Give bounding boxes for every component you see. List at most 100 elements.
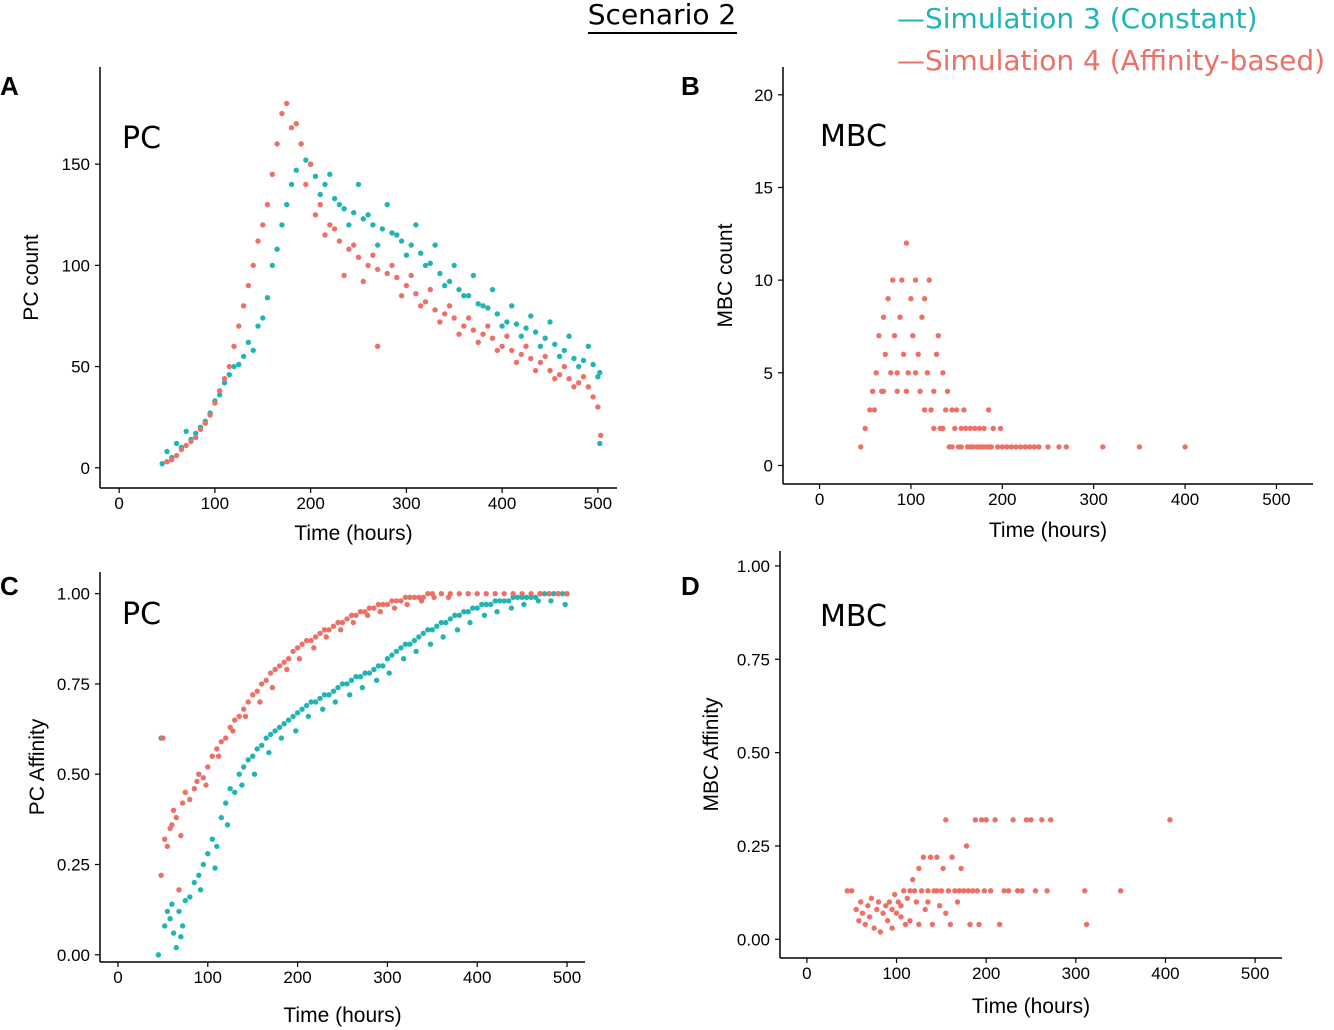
data-point	[1028, 817, 1034, 823]
data-point	[226, 372, 232, 378]
data-point	[501, 598, 507, 604]
data-point	[384, 601, 391, 608]
data-point	[949, 444, 955, 450]
data-point	[227, 786, 233, 792]
data-point	[346, 222, 352, 228]
data-point	[251, 771, 258, 777]
data-point	[209, 836, 215, 842]
data-point	[920, 854, 927, 860]
data-point	[899, 277, 905, 283]
data-point	[585, 343, 591, 349]
data-point	[327, 171, 333, 177]
data-point	[203, 782, 209, 788]
data-point	[223, 800, 229, 806]
data-point	[272, 666, 278, 673]
data-point	[489, 335, 496, 341]
data-point	[269, 262, 275, 269]
x-tick-label: 100	[194, 968, 222, 987]
data-point	[170, 807, 177, 813]
panel-cell-type-label: PC	[122, 597, 161, 632]
data-point	[585, 384, 591, 390]
data-point	[159, 461, 165, 467]
data-point	[307, 161, 314, 167]
data-point	[437, 319, 443, 325]
data-point	[475, 339, 481, 345]
data-point	[193, 430, 199, 437]
data-point	[566, 376, 572, 382]
data-point	[996, 921, 1003, 928]
data-point	[862, 921, 868, 928]
data-point	[398, 598, 404, 604]
data-point	[919, 314, 925, 320]
data-point	[170, 930, 177, 936]
data-point	[1008, 444, 1015, 450]
data-point	[465, 609, 471, 615]
data-point	[182, 789, 188, 795]
data-point	[377, 609, 383, 615]
data-point	[943, 407, 949, 413]
data-point	[380, 601, 386, 608]
data-point	[379, 226, 386, 232]
data-point	[366, 670, 373, 676]
data-point	[967, 425, 973, 432]
x-tick-label: 200	[988, 490, 1016, 509]
data-point	[178, 934, 184, 940]
data-point	[197, 426, 204, 432]
data-point	[532, 367, 539, 374]
y-tick-label: 0.25	[737, 837, 770, 856]
data-point	[443, 619, 449, 626]
data-point	[952, 425, 958, 432]
data-point	[514, 594, 521, 600]
data-point	[257, 699, 263, 705]
data-point	[908, 296, 914, 302]
data-point	[1136, 444, 1143, 450]
data-point	[485, 323, 491, 329]
data-point	[245, 339, 252, 345]
data-point	[470, 272, 477, 279]
data-point	[916, 921, 922, 928]
data-point	[240, 353, 247, 360]
x-axis-label: Time (hours)	[294, 522, 412, 545]
data-point	[933, 351, 940, 357]
data-point	[236, 361, 242, 368]
data-point	[454, 627, 461, 633]
data-point	[888, 370, 894, 376]
legend: —Simulation 3 (Constant) —Simulation 4 (…	[897, 2, 1325, 77]
data-point	[475, 301, 481, 307]
data-point	[1039, 817, 1045, 823]
data-point	[917, 388, 923, 394]
data-point	[958, 425, 964, 432]
data-point	[374, 242, 381, 248]
data-point	[164, 448, 170, 455]
data-point	[513, 359, 520, 366]
data-point	[371, 605, 377, 611]
data-point	[259, 681, 265, 687]
data-point	[461, 293, 467, 299]
data-point	[362, 670, 368, 676]
data-point	[576, 380, 582, 386]
panel-cell-type-label: MBC	[820, 119, 887, 154]
data-point	[877, 929, 884, 935]
data-point	[360, 278, 366, 285]
data-point	[518, 333, 524, 339]
data-point	[894, 370, 900, 376]
data-point	[853, 906, 859, 913]
y-tick-label: 10	[754, 271, 773, 290]
data-point	[945, 888, 952, 894]
data-point	[408, 242, 414, 248]
y-tick-label: 20	[754, 86, 773, 105]
data-point	[375, 663, 382, 669]
data-point	[418, 598, 425, 604]
data-point	[323, 634, 329, 640]
data-point	[552, 376, 558, 382]
data-point	[903, 388, 910, 394]
data-point	[389, 262, 395, 269]
data-point	[217, 392, 223, 398]
data-point	[921, 296, 928, 302]
data-point	[365, 212, 371, 218]
data-point	[1023, 817, 1030, 823]
data-point	[317, 695, 323, 702]
data-point	[451, 262, 457, 269]
data-point	[422, 262, 429, 269]
y-tick-label: 0.75	[737, 650, 770, 669]
